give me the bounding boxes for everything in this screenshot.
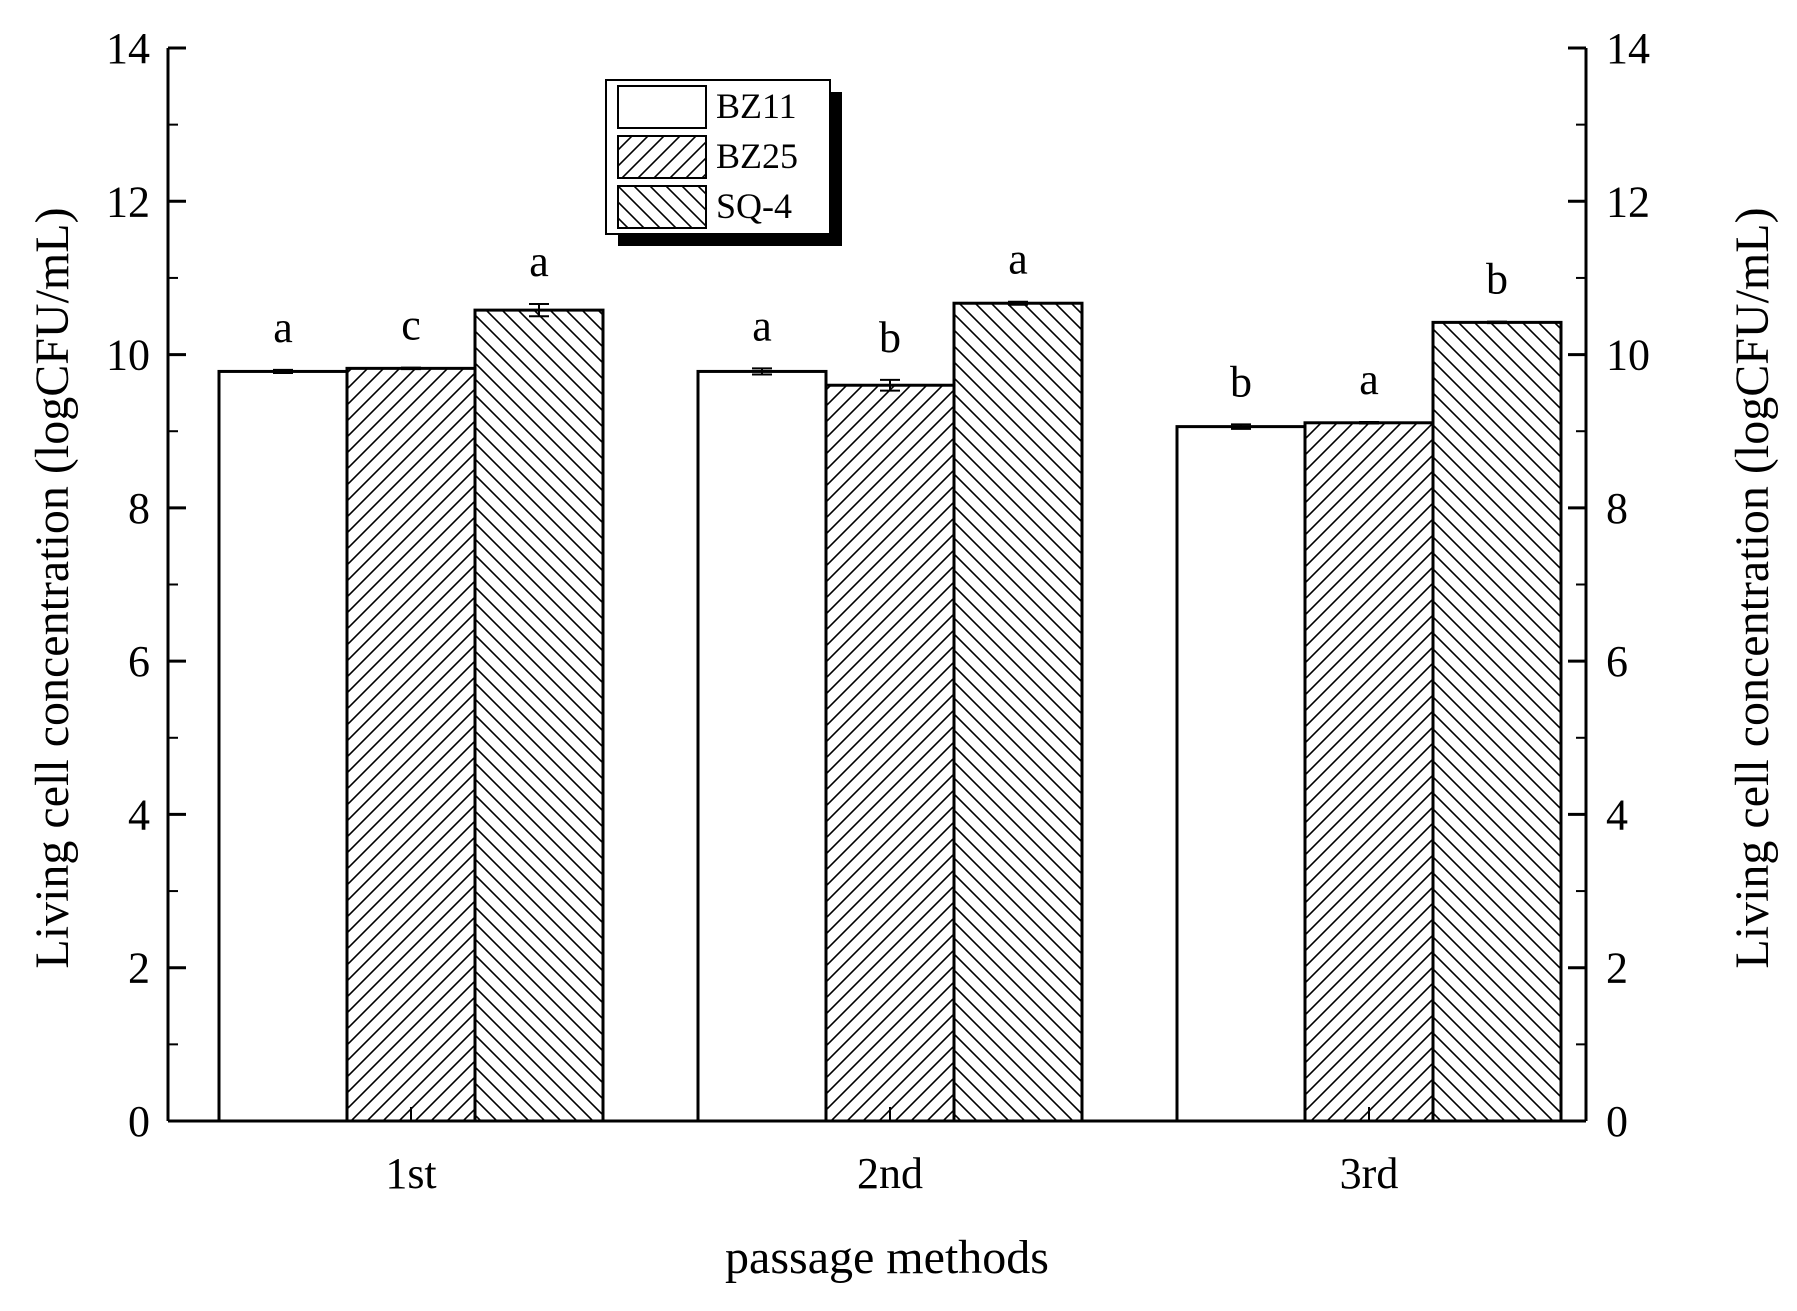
- y-tick-label-right: 0: [1606, 1097, 1628, 1146]
- significance-label: a: [273, 303, 293, 352]
- x-tick-label: 3rd: [1340, 1149, 1399, 1198]
- x-tick-label: 1st: [385, 1149, 436, 1198]
- y-tick-label-left: 10: [106, 331, 150, 380]
- text-layer: passage methods Living cell concentratio…: [26, 207, 1779, 1284]
- y-tick-label-left: 4: [128, 790, 150, 839]
- y-tick-label-right: 8: [1606, 484, 1628, 533]
- legend-label-sq-4: SQ-4: [716, 186, 792, 226]
- legend: BZ11 BZ25 SQ-4: [605, 79, 842, 246]
- y-tick-label-left: 6: [128, 637, 150, 686]
- legend-swatch-bz25: [617, 135, 707, 179]
- y-tick-label-left: 12: [106, 177, 150, 226]
- bar-bz11-1st: [217, 369, 349, 1123]
- significance-label: a: [1359, 355, 1379, 404]
- significance-label: a: [1008, 235, 1028, 284]
- axes-layer: 1st 2nd 3rd 0 0 2 2 4 4 6 6 8 8 10 10 12 12 14 14: [106, 24, 1650, 1198]
- bar-bz11-2nd: [696, 369, 828, 1123]
- bar-bz25-3rd: [1303, 421, 1435, 1123]
- significance-label: a: [752, 301, 772, 350]
- y-tick-label-right: 4: [1606, 790, 1628, 839]
- legend-label-bz25: BZ25: [716, 136, 798, 176]
- y-tick-label-left: 14: [106, 24, 150, 73]
- x-axis-title: passage methods: [725, 1231, 1049, 1284]
- y-tick-label-right: 14: [1606, 24, 1650, 73]
- y-tick-label-right: 6: [1606, 637, 1628, 686]
- significance-label: b: [879, 313, 901, 362]
- significance-label: c: [401, 301, 421, 350]
- bar-bz11-3rd: [1175, 425, 1307, 1123]
- y-tick-label-left: 8: [128, 484, 150, 533]
- bar-sq-4-2nd: [952, 301, 1084, 1123]
- x-tick-label: 2nd: [857, 1149, 923, 1198]
- legend-swatch-bz11: [617, 85, 707, 129]
- y-axis-title-right: Living cell concentration (logCFU/mL): [1726, 207, 1779, 968]
- y-axis-title-left: Living cell concentration (logCFU/mL): [26, 207, 79, 968]
- y-tick-label-left: 2: [128, 944, 150, 993]
- bar-bz25-1st: [345, 366, 477, 1123]
- bar-sq-4-3rd: [1431, 320, 1563, 1123]
- y-tick-label-right: 12: [1606, 177, 1650, 226]
- legend-label-bz11: BZ11: [716, 86, 797, 126]
- bars-layer: a c a a b a b a b: [217, 235, 1563, 1123]
- bar-bz25-2nd: [824, 383, 956, 1123]
- significance-label: a: [529, 237, 549, 286]
- y-tick-label-right: 10: [1606, 331, 1650, 380]
- legend-swatch-sq-4: [617, 185, 707, 229]
- significance-label: b: [1230, 357, 1252, 406]
- y-tick-label-right: 2: [1606, 944, 1628, 993]
- y-tick-label-left: 0: [128, 1097, 150, 1146]
- bar-sq-4-1st: [473, 308, 605, 1123]
- significance-label: b: [1486, 255, 1508, 304]
